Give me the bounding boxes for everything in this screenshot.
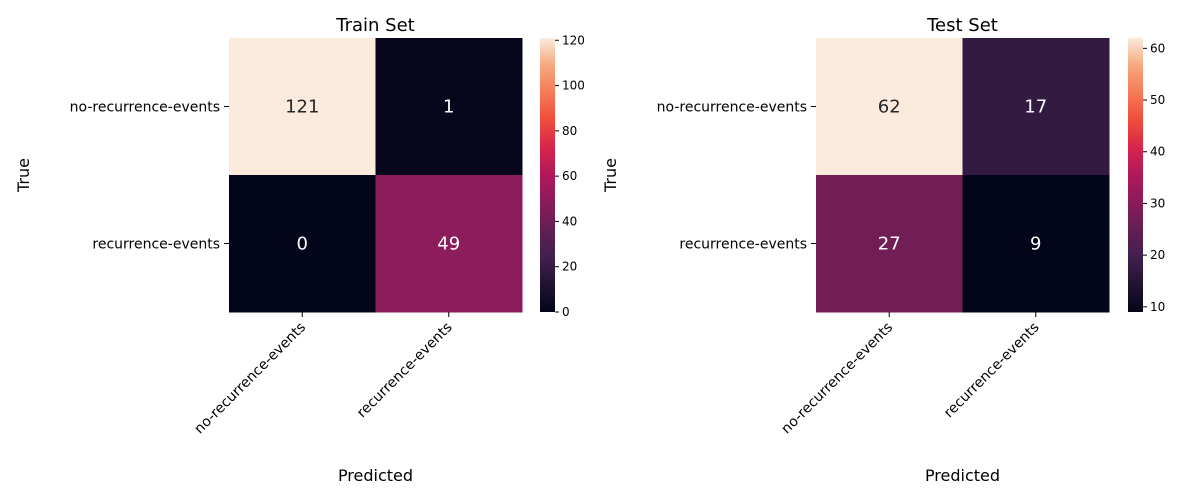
- cell-value-r0-c0: 62: [878, 97, 901, 118]
- colorbar-tick-label: 0: [562, 305, 570, 319]
- chart-title: Test Set: [926, 15, 998, 36]
- colorbar-tick-label: 30: [1150, 196, 1165, 210]
- colorbar: [540, 38, 555, 312]
- x-tick-label: no-recurrence-events: [191, 320, 309, 438]
- colorbar-tick-label: 40: [562, 214, 577, 228]
- y-tick-label: no-recurrence-events: [657, 100, 807, 116]
- cell-value-r1-c0: 0: [297, 234, 308, 255]
- y-axis-label: True: [14, 158, 33, 193]
- y-tick-label: no-recurrence-events: [70, 100, 220, 116]
- cell-r0-c1: [962, 38, 1110, 176]
- cell-value-r1-c0: 27: [878, 234, 901, 255]
- cell-r1-c0: [816, 175, 963, 313]
- x-tick-label: recurrence-events: [941, 320, 1043, 422]
- x-tick-label: recurrence-events: [354, 320, 456, 422]
- cell-value-r0-c1: 17: [1024, 97, 1047, 118]
- y-tick-label: recurrence-events: [679, 237, 807, 253]
- colorbar-tick-label: 80: [562, 124, 577, 138]
- y-axis-label: True: [601, 158, 620, 193]
- cell-r0-c1: [375, 38, 523, 176]
- cell-value-r0-c0: 121: [285, 97, 319, 118]
- test-set-panel: 62 17 27 9 Test Set no-recurrence-events recur…: [601, 15, 1165, 485]
- cell-r0-c0: [229, 38, 376, 176]
- cell-r0-c0: [816, 38, 963, 176]
- cell-r1-c1: [962, 175, 1110, 313]
- colorbar-tick-label: 20: [1150, 248, 1165, 262]
- colorbar-tick-label: 40: [1150, 145, 1165, 159]
- colorbar-tick-label: 10: [1150, 300, 1165, 314]
- x-axis-label: Predicted: [925, 466, 1000, 485]
- cell-value-r0-c1: 1: [443, 97, 454, 118]
- colorbar-tick-label: 20: [562, 260, 577, 274]
- colorbar-tick-label: 50: [1150, 93, 1165, 107]
- cell-r1-c1: [375, 175, 523, 313]
- cell-value-r1-c1: 9: [1030, 234, 1041, 255]
- x-tick-label: no-recurrence-events: [778, 320, 896, 438]
- chart-title: Train Set: [335, 15, 414, 36]
- colorbar-tick-label: 60: [1150, 41, 1165, 55]
- colorbar: [1128, 38, 1143, 312]
- y-tick-label: recurrence-events: [92, 237, 220, 253]
- colorbar-tick-label: 120: [562, 33, 585, 47]
- train-set-panel: 121 1 0 49 Train Set no-recurrence-events recu…: [14, 15, 585, 485]
- cell-value-r1-c1: 49: [437, 234, 460, 255]
- x-axis-label: Predicted: [338, 466, 413, 485]
- colorbar-tick-label: 100: [562, 79, 585, 93]
- cell-r1-c0: [229, 175, 376, 313]
- colorbar-tick-label: 60: [562, 169, 577, 183]
